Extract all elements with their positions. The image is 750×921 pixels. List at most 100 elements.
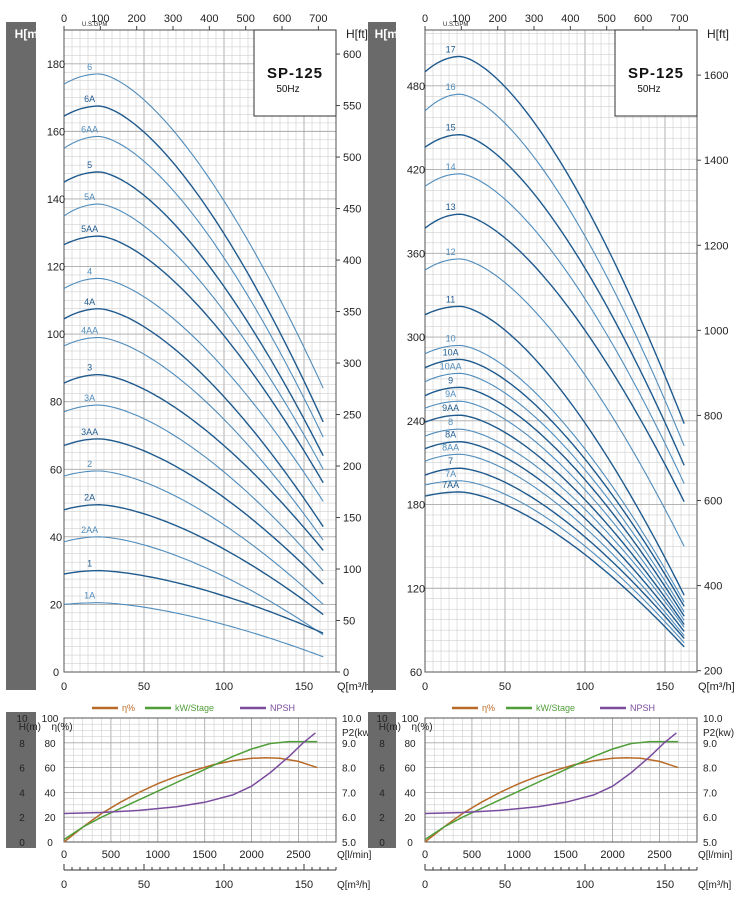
ft-tick-label: 450 xyxy=(343,204,361,216)
x-axis-label: Q[m³/h] xyxy=(337,681,374,693)
legend-label: η% xyxy=(482,703,495,713)
curve-4 xyxy=(63,277,324,502)
curve-label-2AA: 2AA xyxy=(81,525,98,535)
curve-label-5: 5 xyxy=(87,160,92,170)
chart-title: SP-125 xyxy=(628,65,684,82)
curve-7A xyxy=(424,480,685,644)
curve-label-7AA: 7AA xyxy=(442,480,459,490)
p2-tick-label: 6.0 xyxy=(342,813,356,824)
x2-tick-label: 100 xyxy=(576,879,594,891)
gpm-tick-label: 500 xyxy=(237,13,255,25)
curve-6 xyxy=(63,73,324,389)
x-tick-label: 100 xyxy=(215,681,233,693)
gpm-tick-label: 0 xyxy=(422,13,428,25)
curve-5AA xyxy=(63,235,324,484)
x-tick-label: 0 xyxy=(61,849,67,861)
eta-axis-label: η(%) xyxy=(411,722,432,733)
curve-9A xyxy=(424,400,685,621)
x-tick-label: 1000 xyxy=(146,849,170,861)
chart-title: SP-125 xyxy=(267,65,323,82)
ft-tick-label: 150 xyxy=(343,513,361,525)
axis-band xyxy=(6,22,36,690)
curve-label-10AA: 10AA xyxy=(440,361,462,371)
power-curve xyxy=(424,740,679,841)
h-tick-label: 8 xyxy=(379,739,385,750)
eta-tick-label: 0 xyxy=(407,838,413,849)
curve-label-2: 2 xyxy=(87,459,92,469)
curve-label-4A: 4A xyxy=(84,297,95,307)
curve-17 xyxy=(424,55,685,424)
y-tick-label: 420 xyxy=(407,165,425,177)
x2-tick-label: 50 xyxy=(499,879,511,891)
curve-15 xyxy=(424,133,685,466)
curve-label-13: 13 xyxy=(446,202,456,212)
h-tick-label: 10 xyxy=(16,714,28,725)
curve-label-10A: 10A xyxy=(443,347,459,357)
eta-tick-label: 80 xyxy=(44,739,56,750)
curve-label-3AA: 3AA xyxy=(81,427,98,437)
ft-tick-label: 0 xyxy=(343,667,349,679)
y2-axis-label: H[ft] xyxy=(707,27,729,41)
p2-tick-label: 6.0 xyxy=(703,813,717,824)
curve-label-11: 11 xyxy=(446,294,455,304)
gpm-tick-label: 200 xyxy=(488,13,506,25)
x-tick-label: 150 xyxy=(656,681,674,693)
y-tick-label: 180 xyxy=(47,59,65,71)
y-tick-label: 100 xyxy=(47,329,65,341)
x-tick-label: 0 xyxy=(422,681,428,693)
gpm-axis-label: U.S.GPM xyxy=(82,22,107,28)
curve-label-7: 7 xyxy=(448,456,453,466)
x2-tick-label: 150 xyxy=(656,879,674,891)
x-tick-label: 2000 xyxy=(239,849,263,861)
eta-tick-label: 40 xyxy=(404,788,416,799)
gpm-tick-label: 300 xyxy=(525,13,543,25)
curve-label-7A: 7A xyxy=(445,469,456,479)
x-tick-label: 1000 xyxy=(507,849,531,861)
y-tick-label: 60 xyxy=(50,464,62,476)
y-tick-label: 240 xyxy=(407,416,425,428)
y-axis-label: H[m] xyxy=(15,27,42,41)
curve-label-9AA: 9AA xyxy=(442,403,459,413)
x2-tick-label: 0 xyxy=(422,879,428,891)
curve-label-3: 3 xyxy=(87,363,92,373)
ft-tick-label: 1200 xyxy=(704,240,728,252)
gpm-tick-label: 100 xyxy=(452,13,470,25)
eta-tick-label: 60 xyxy=(404,764,416,775)
npsh-curve xyxy=(63,732,316,815)
h-tick-label: 0 xyxy=(19,838,25,849)
gpm-tick-label: 700 xyxy=(309,13,327,25)
x2-tick-label: 0 xyxy=(61,879,67,891)
p2-tick-label: 8.0 xyxy=(703,764,717,775)
h-tick-label: 0 xyxy=(379,838,385,849)
curve-label-14: 14 xyxy=(446,162,456,172)
gpm-tick-label: 400 xyxy=(561,13,579,25)
head-chart-1 xyxy=(6,22,340,690)
curve-label-12: 12 xyxy=(446,247,456,257)
title-box xyxy=(253,29,337,117)
plot-frame xyxy=(63,29,337,673)
curve-8 xyxy=(424,428,685,628)
curve-8AA xyxy=(424,453,685,637)
curve-label-2A: 2A xyxy=(84,493,95,503)
p2-axis-label: P2(kw) xyxy=(703,728,734,739)
axis-band xyxy=(6,712,36,848)
p2-axis-label: P2(kw) xyxy=(342,728,373,739)
x-tick-label: 2000 xyxy=(600,849,624,861)
curve-label-9: 9 xyxy=(448,375,453,385)
axis-band xyxy=(368,22,396,690)
curve-16 xyxy=(424,93,685,447)
curve-label-4AA: 4AA xyxy=(81,325,98,335)
ft-tick-label: 100 xyxy=(343,564,361,576)
ft-tick-label: 200 xyxy=(343,461,361,473)
curve-11 xyxy=(424,305,685,596)
eta-tick-label: 20 xyxy=(404,813,416,824)
npsh-curve xyxy=(424,732,677,815)
gpm-tick-label: 200 xyxy=(127,13,145,25)
curve-label-6: 6 xyxy=(87,62,92,72)
x2-axis-label: Q[m³/h] xyxy=(698,880,732,891)
ft-tick-label: 350 xyxy=(343,307,361,319)
curve-2AA xyxy=(63,536,324,636)
x-tick-label: 2500 xyxy=(647,849,671,861)
efficiency-curve xyxy=(63,756,318,843)
